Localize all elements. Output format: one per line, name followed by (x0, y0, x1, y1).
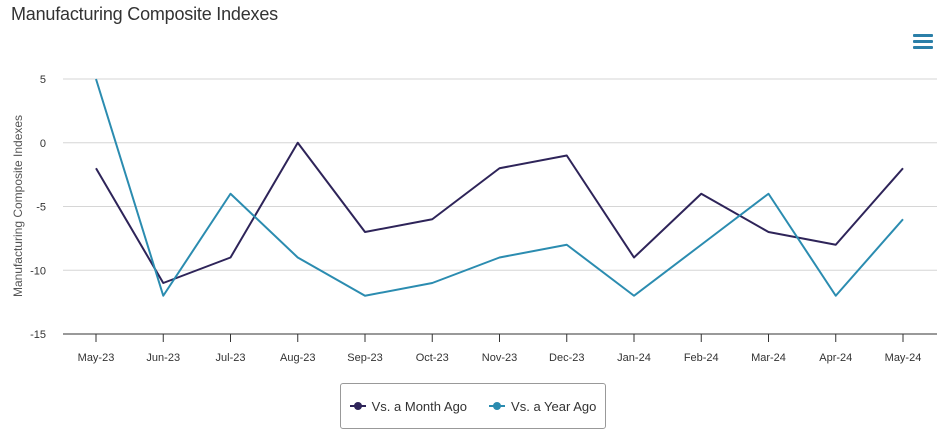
x-tick-label: Jun-23 (146, 352, 180, 364)
y-tick-label: -10 (30, 265, 46, 277)
y-tick-label: 0 (40, 138, 46, 150)
x-tick-label: Nov-23 (482, 352, 517, 364)
legend-symbol-month-ago (349, 401, 366, 411)
chart-title: Manufacturing Composite Indexes (11, 4, 278, 24)
legend-label-year-ago: Vs. a Year Ago (511, 398, 597, 414)
legend-item-month-ago[interactable]: Vs. a Month Ago (349, 398, 468, 414)
legend-item-year-ago[interactable]: Vs. a Year Ago (489, 399, 596, 414)
x-tick-label: Aug-23 (280, 352, 315, 364)
series-line[interactable] (95, 78, 904, 297)
x-tick-label: May-23 (78, 352, 115, 364)
y-tick-label: -15 (30, 329, 46, 341)
x-tick-label: May-24 (885, 352, 922, 364)
x-tick-label: Dec-23 (549, 352, 584, 364)
grid-layer (63, 78, 937, 271)
x-axis: May-23 Jun-23 Jul-23 Aug-23 Sep-23 Oct-23 Nov-… (63, 333, 937, 364)
x-tick-label: Jul-23 (216, 352, 246, 364)
legend-label-month-ago: Vs. a Month Ago (371, 398, 468, 414)
x-tick-label: Oct-23 (416, 352, 449, 364)
x-tick-label: Feb-24 (684, 352, 719, 364)
series-layer (95, 78, 904, 297)
y-axis-ticks: 5 0 -5 -10 -15 (30, 74, 46, 341)
y-tick-label: -5 (36, 202, 46, 214)
series-line[interactable] (95, 141, 904, 284)
x-tick-label: Mar-24 (751, 352, 786, 364)
x-tick-label: Apr-24 (819, 352, 852, 364)
legend: Vs. a Month Ago Vs. a Year Ago (340, 383, 606, 429)
hamburger-menu-icon[interactable] (913, 34, 933, 52)
series-1 (95, 78, 904, 297)
y-tick-label: 5 (40, 74, 46, 86)
x-tick-label: Jan-24 (617, 352, 651, 364)
x-tick-label: Sep-23 (347, 352, 382, 364)
series-0 (95, 141, 904, 284)
legend-symbol-year-ago (489, 401, 506, 411)
y-axis-label: Manufacturing Composite Indexes (11, 115, 25, 297)
